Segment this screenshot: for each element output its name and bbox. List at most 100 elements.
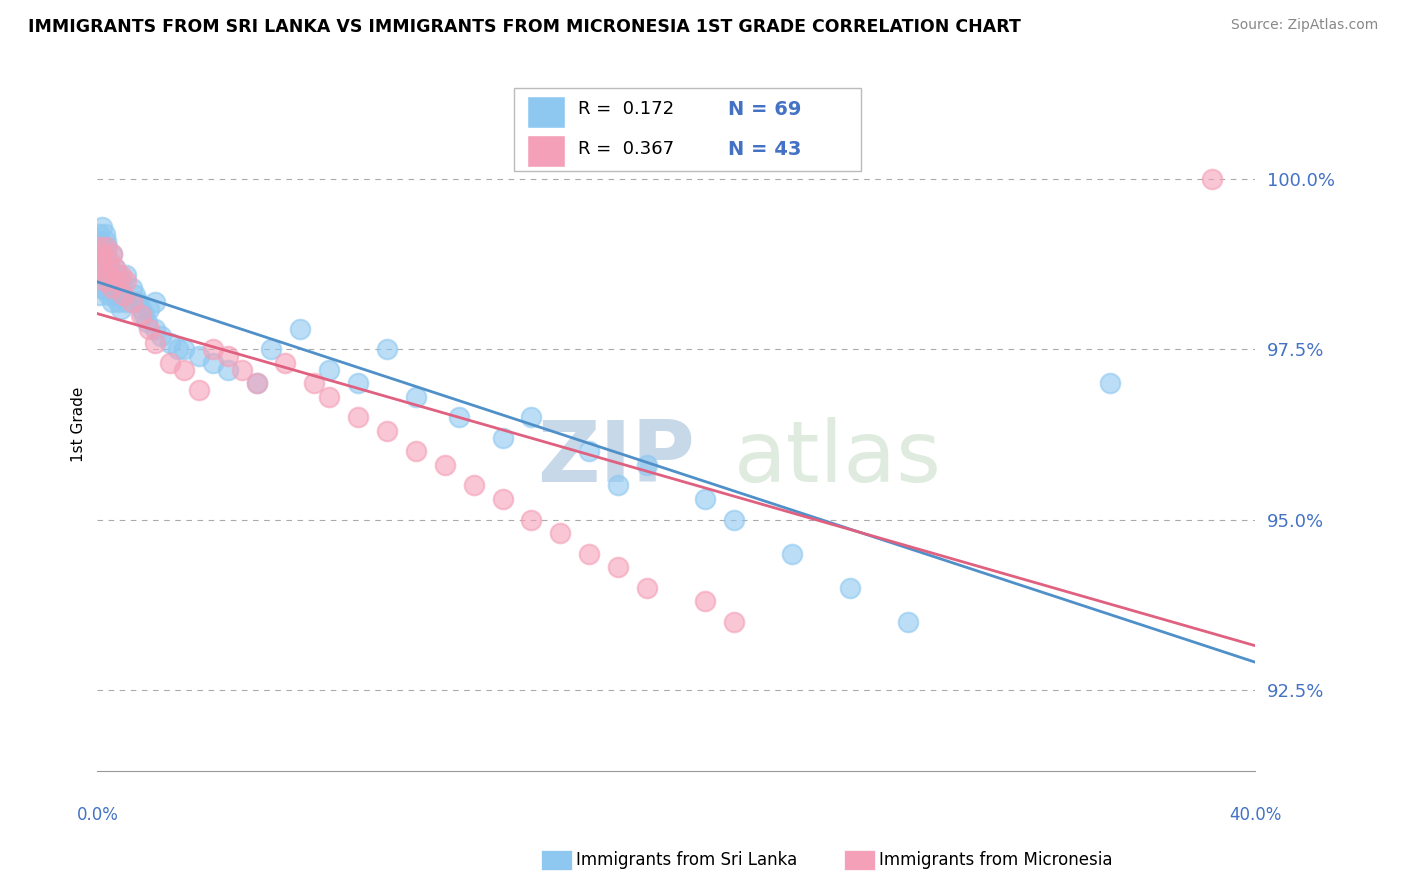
- Point: [143, 335, 166, 350]
- Point: [132, 309, 155, 323]
- Point: [636, 581, 658, 595]
- Text: atlas: atlas: [734, 417, 942, 500]
- Point: [90, 220, 112, 235]
- Point: [107, 294, 129, 309]
- Point: [91, 240, 114, 254]
- Point: [129, 309, 152, 323]
- Text: Immigrants from Sri Lanka: Immigrants from Sri Lanka: [576, 851, 797, 869]
- Point: [104, 260, 127, 275]
- Point: [780, 547, 803, 561]
- Point: [110, 275, 132, 289]
- Point: [433, 458, 456, 472]
- Point: [135, 315, 157, 329]
- Point: [405, 390, 427, 404]
- Point: [101, 275, 124, 289]
- Point: [110, 301, 132, 316]
- Text: Source: ZipAtlas.com: Source: ZipAtlas.com: [1230, 18, 1378, 32]
- Text: Immigrants from Micronesia: Immigrants from Micronesia: [879, 851, 1112, 869]
- Point: [693, 594, 716, 608]
- Point: [93, 227, 115, 241]
- Point: [94, 234, 117, 248]
- Point: [93, 254, 115, 268]
- Point: [104, 260, 127, 275]
- FancyBboxPatch shape: [515, 87, 862, 171]
- Point: [97, 254, 120, 268]
- Point: [87, 288, 110, 302]
- Point: [115, 275, 138, 289]
- Point: [723, 512, 745, 526]
- Point: [90, 247, 112, 261]
- Point: [1201, 172, 1223, 186]
- Point: [520, 410, 543, 425]
- Text: N = 69: N = 69: [728, 100, 801, 119]
- Point: [97, 288, 120, 302]
- Point: [124, 288, 146, 302]
- Point: [87, 240, 110, 254]
- Point: [107, 268, 129, 282]
- Point: [520, 512, 543, 526]
- Point: [96, 268, 118, 282]
- Point: [167, 343, 190, 357]
- Text: IMMIGRANTS FROM SRI LANKA VS IMMIGRANTS FROM MICRONESIA 1ST GRADE CORRELATION CH: IMMIGRANTS FROM SRI LANKA VS IMMIGRANTS …: [28, 18, 1021, 36]
- Text: ZIP: ZIP: [537, 417, 695, 500]
- Point: [89, 254, 111, 268]
- Point: [217, 349, 239, 363]
- Point: [101, 281, 124, 295]
- Point: [375, 424, 398, 438]
- Point: [245, 376, 267, 391]
- Point: [491, 492, 513, 507]
- Point: [101, 247, 124, 261]
- Point: [107, 275, 129, 289]
- Point: [91, 281, 114, 295]
- Point: [607, 560, 630, 574]
- Point: [1099, 376, 1122, 391]
- Point: [375, 343, 398, 357]
- Point: [110, 268, 132, 282]
- Point: [87, 240, 110, 254]
- Point: [97, 254, 120, 268]
- Text: R =  0.172: R = 0.172: [578, 101, 673, 119]
- Point: [94, 268, 117, 282]
- Point: [304, 376, 326, 391]
- Point: [94, 240, 117, 254]
- Point: [405, 444, 427, 458]
- Point: [93, 275, 115, 289]
- Point: [90, 268, 112, 282]
- Point: [121, 281, 143, 295]
- Point: [723, 615, 745, 629]
- Point: [87, 275, 110, 289]
- Point: [91, 260, 114, 275]
- Point: [346, 376, 368, 391]
- Bar: [529, 96, 565, 128]
- Point: [138, 301, 160, 316]
- Text: N = 43: N = 43: [728, 140, 801, 159]
- Point: [550, 526, 572, 541]
- Point: [245, 376, 267, 391]
- Point: [87, 254, 110, 268]
- Point: [87, 227, 110, 241]
- Point: [96, 275, 118, 289]
- Point: [104, 288, 127, 302]
- Point: [607, 478, 630, 492]
- Point: [578, 547, 600, 561]
- Point: [143, 294, 166, 309]
- Point: [187, 349, 209, 363]
- Point: [491, 431, 513, 445]
- Point: [101, 294, 124, 309]
- Point: [112, 288, 135, 302]
- Point: [129, 301, 152, 316]
- Point: [159, 335, 181, 350]
- Point: [463, 478, 485, 492]
- Y-axis label: 1st Grade: 1st Grade: [72, 386, 86, 462]
- Point: [101, 247, 124, 261]
- Point: [578, 444, 600, 458]
- Bar: [529, 136, 565, 167]
- Point: [90, 247, 112, 261]
- Point: [318, 390, 340, 404]
- Point: [121, 294, 143, 309]
- Point: [217, 363, 239, 377]
- Point: [127, 294, 149, 309]
- Point: [143, 322, 166, 336]
- Point: [89, 260, 111, 275]
- Point: [96, 240, 118, 254]
